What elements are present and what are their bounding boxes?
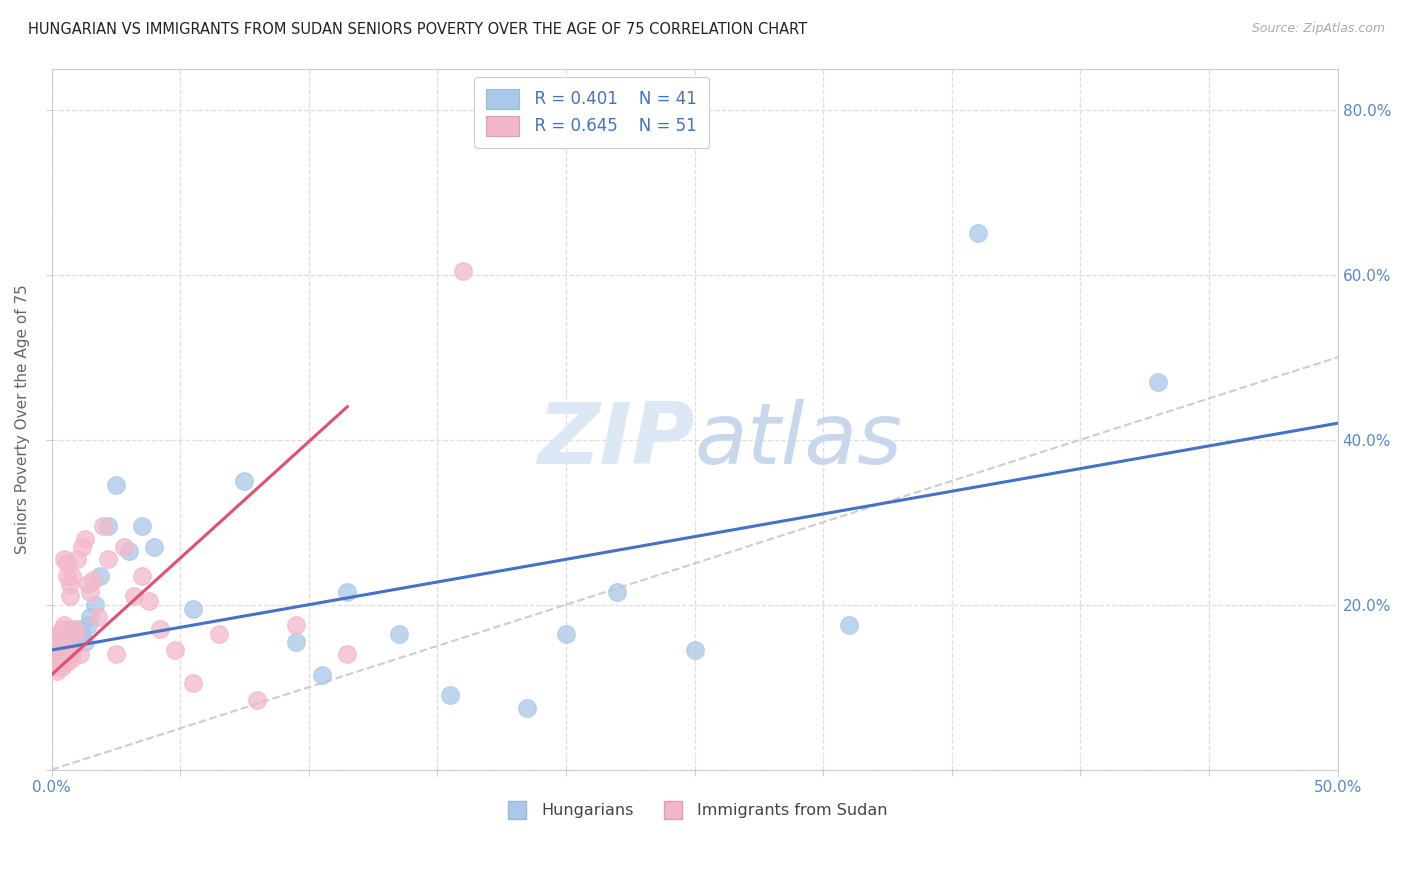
Point xyxy=(73,635,96,649)
Point xyxy=(51,635,73,649)
Point xyxy=(58,647,80,661)
Point xyxy=(131,519,153,533)
Point xyxy=(69,623,91,637)
Point xyxy=(42,643,65,657)
Point xyxy=(56,635,79,649)
Point xyxy=(45,639,67,653)
Point xyxy=(104,647,127,661)
Point xyxy=(51,623,73,637)
Point xyxy=(51,647,73,661)
Point xyxy=(51,659,73,673)
Point xyxy=(246,692,269,706)
Point xyxy=(966,227,988,241)
Point xyxy=(336,647,359,661)
Point xyxy=(439,689,461,703)
Point xyxy=(48,639,70,653)
Point xyxy=(66,552,89,566)
Legend: Hungarians, Immigrants from Sudan: Hungarians, Immigrants from Sudan xyxy=(495,797,894,825)
Point xyxy=(838,618,860,632)
Point xyxy=(181,602,204,616)
Point xyxy=(58,623,80,637)
Point xyxy=(82,573,104,587)
Point xyxy=(60,651,83,665)
Point xyxy=(72,540,94,554)
Point xyxy=(683,643,706,657)
Point xyxy=(89,569,111,583)
Point xyxy=(53,643,76,657)
Point xyxy=(58,577,80,591)
Point xyxy=(48,659,70,673)
Point xyxy=(76,577,98,591)
Point xyxy=(53,618,76,632)
Point xyxy=(336,585,359,599)
Point xyxy=(60,569,83,583)
Point xyxy=(284,635,307,649)
Point xyxy=(112,540,135,554)
Point xyxy=(51,647,73,661)
Point xyxy=(53,552,76,566)
Point xyxy=(163,643,186,657)
Point xyxy=(181,676,204,690)
Point xyxy=(48,626,70,640)
Point xyxy=(118,544,141,558)
Point xyxy=(51,635,73,649)
Text: ZIP: ZIP xyxy=(537,399,695,482)
Point xyxy=(233,474,256,488)
Point xyxy=(87,610,110,624)
Point xyxy=(311,667,333,681)
Point xyxy=(388,626,411,640)
Point xyxy=(451,263,474,277)
Point xyxy=(143,540,166,554)
Point xyxy=(516,700,538,714)
Point xyxy=(53,643,76,657)
Point xyxy=(48,631,70,645)
Y-axis label: Seniors Poverty Over the Age of 75: Seniors Poverty Over the Age of 75 xyxy=(15,285,30,554)
Point xyxy=(84,598,107,612)
Point xyxy=(131,569,153,583)
Point xyxy=(72,626,94,640)
Point xyxy=(97,552,120,566)
Point xyxy=(208,626,231,640)
Point xyxy=(63,626,86,640)
Point xyxy=(148,623,170,637)
Point xyxy=(56,656,79,670)
Point xyxy=(63,623,86,637)
Point xyxy=(63,626,86,640)
Point xyxy=(60,635,83,649)
Point xyxy=(58,639,80,653)
Point xyxy=(42,651,65,665)
Point xyxy=(122,590,145,604)
Point xyxy=(69,647,91,661)
Text: Source: ZipAtlas.com: Source: ZipAtlas.com xyxy=(1251,22,1385,36)
Point xyxy=(45,664,67,678)
Point xyxy=(284,618,307,632)
Point xyxy=(1146,375,1168,389)
Point xyxy=(42,659,65,673)
Point xyxy=(97,519,120,533)
Point xyxy=(73,532,96,546)
Point xyxy=(138,593,160,607)
Point xyxy=(104,478,127,492)
Point xyxy=(53,626,76,640)
Point xyxy=(606,585,628,599)
Point xyxy=(56,557,79,571)
Point xyxy=(79,610,101,624)
Text: atlas: atlas xyxy=(695,399,903,482)
Text: HUNGARIAN VS IMMIGRANTS FROM SUDAN SENIORS POVERTY OVER THE AGE OF 75 CORRELATIO: HUNGARIAN VS IMMIGRANTS FROM SUDAN SENIO… xyxy=(28,22,807,37)
Point xyxy=(76,618,98,632)
Point xyxy=(58,590,80,604)
Point xyxy=(91,519,114,533)
Point xyxy=(555,626,578,640)
Point xyxy=(42,643,65,657)
Point xyxy=(48,639,70,653)
Point xyxy=(56,569,79,583)
Point xyxy=(53,631,76,645)
Point xyxy=(45,631,67,645)
Point xyxy=(45,651,67,665)
Point xyxy=(48,651,70,665)
Point xyxy=(79,585,101,599)
Point xyxy=(45,635,67,649)
Point xyxy=(66,635,89,649)
